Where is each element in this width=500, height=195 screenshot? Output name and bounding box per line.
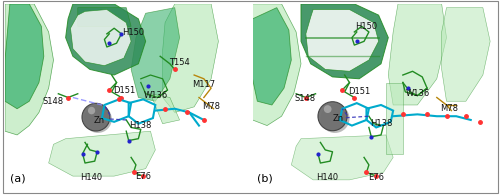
Polygon shape: [70, 10, 131, 66]
Polygon shape: [150, 94, 180, 124]
Text: M78: M78: [202, 102, 220, 111]
Ellipse shape: [84, 105, 112, 133]
Polygon shape: [131, 8, 180, 101]
Polygon shape: [386, 82, 403, 154]
Text: S148: S148: [43, 97, 64, 106]
Text: H138: H138: [370, 119, 392, 128]
Polygon shape: [301, 4, 388, 79]
Text: H150: H150: [356, 22, 378, 31]
Polygon shape: [78, 8, 131, 26]
Polygon shape: [5, 4, 54, 135]
Polygon shape: [252, 8, 292, 105]
Polygon shape: [292, 135, 393, 180]
Text: T154: T154: [169, 58, 190, 67]
Text: M117: M117: [192, 80, 216, 89]
Text: E76: E76: [135, 172, 151, 181]
Polygon shape: [252, 4, 301, 126]
Polygon shape: [162, 4, 218, 113]
Text: H140: H140: [316, 173, 338, 182]
Polygon shape: [66, 4, 146, 75]
Ellipse shape: [82, 103, 110, 131]
Polygon shape: [306, 10, 378, 71]
Text: (b): (b): [258, 174, 273, 184]
Text: D151: D151: [348, 87, 370, 96]
Text: S148: S148: [294, 94, 315, 103]
Polygon shape: [388, 4, 446, 105]
Text: Zn: Zn: [333, 114, 344, 123]
Ellipse shape: [320, 104, 350, 133]
Ellipse shape: [318, 102, 347, 131]
Ellipse shape: [88, 107, 95, 114]
Polygon shape: [48, 131, 156, 176]
Text: (a): (a): [10, 174, 26, 184]
Polygon shape: [442, 8, 490, 101]
Text: D151: D151: [112, 86, 135, 95]
Polygon shape: [5, 4, 44, 109]
Text: E76: E76: [368, 173, 384, 182]
Text: W136: W136: [143, 91, 168, 100]
Text: H140: H140: [80, 173, 102, 182]
Text: M78: M78: [440, 104, 458, 113]
Text: H138: H138: [130, 121, 152, 130]
Text: Zn: Zn: [94, 116, 105, 125]
Text: W136: W136: [406, 89, 429, 98]
Ellipse shape: [324, 105, 332, 113]
Text: H150: H150: [122, 28, 144, 37]
